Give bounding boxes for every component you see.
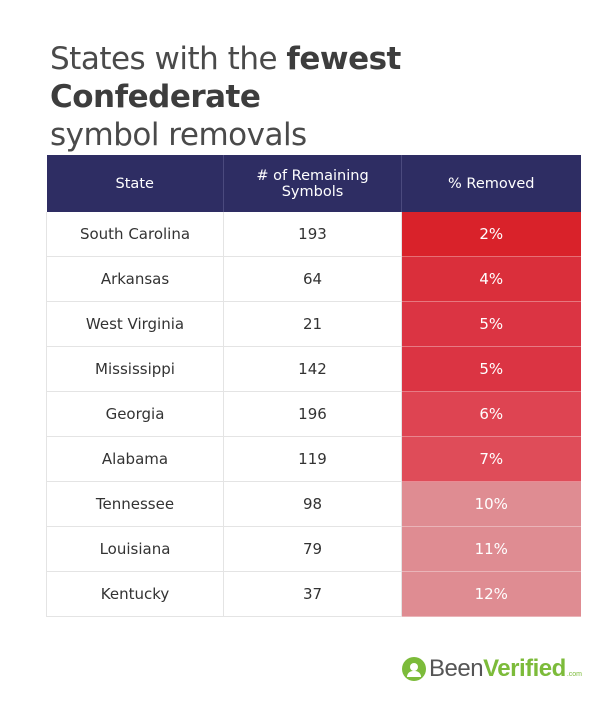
- cell-percent-removed: 2%: [401, 212, 581, 257]
- cell-percent-removed: 10%: [401, 481, 581, 527]
- cell-percent-removed: 6%: [401, 391, 581, 437]
- cell-state: Georgia: [46, 391, 224, 437]
- cell-remaining-symbols: 98: [223, 481, 402, 527]
- cell-remaining-symbols: 21: [223, 301, 402, 347]
- table-row: Georgia 196 6%: [46, 391, 581, 437]
- table-body: South Carolina 193 2% Arkansas 64 4% West Virg…: [46, 212, 581, 617]
- cell-state: Kentucky: [46, 571, 224, 617]
- chart-title: States with the fewest Confederate symbo…: [50, 40, 580, 154]
- table-row: Mississippi 142 5%: [46, 346, 581, 392]
- cell-state: Louisiana: [46, 526, 224, 572]
- table-header-row: State # of Remaining Symbols % Removed: [46, 155, 581, 212]
- data-table: State # of Remaining Symbols % Removed S…: [46, 155, 581, 617]
- header-percent-removed: % Removed: [401, 155, 581, 212]
- table-row: Alabama 119 7%: [46, 436, 581, 482]
- cell-percent-removed: 11%: [401, 526, 581, 572]
- table-row: Tennessee 98 10%: [46, 481, 581, 527]
- cell-percent-removed: 7%: [401, 436, 581, 482]
- cell-state: West Virginia: [46, 301, 224, 347]
- title-part-2-bold: fewest Confederate: [50, 41, 401, 115]
- cell-percent-removed: 12%: [401, 571, 581, 617]
- table-row: Arkansas 64 4%: [46, 256, 581, 302]
- cell-state: South Carolina: [46, 212, 224, 257]
- logo-text-verified: Verified: [483, 655, 566, 682]
- header-remaining-symbols: # of Remaining Symbols: [223, 155, 402, 212]
- cell-remaining-symbols: 37: [223, 571, 402, 617]
- cell-percent-removed: 5%: [401, 346, 581, 392]
- table-row: Kentucky 37 12%: [46, 571, 581, 617]
- cell-remaining-symbols: 64: [223, 256, 402, 302]
- cell-state: Tennessee: [46, 481, 224, 527]
- table-row: South Carolina 193 2%: [46, 212, 581, 257]
- cell-state: Arkansas: [46, 256, 224, 302]
- cell-percent-removed: 4%: [401, 256, 581, 302]
- table-row: Louisiana 79 11%: [46, 526, 581, 572]
- table-row: West Virginia 21 5%: [46, 301, 581, 347]
- cell-state: Mississippi: [46, 346, 224, 392]
- beenverified-logo: Been Verified .com: [402, 655, 582, 683]
- cell-state: Alabama: [46, 436, 224, 482]
- cell-percent-removed: 5%: [401, 301, 581, 347]
- title-part-1: States with the: [50, 41, 287, 77]
- cell-remaining-symbols: 79: [223, 526, 402, 572]
- data-table-container: State # of Remaining Symbols % Removed S…: [46, 155, 581, 617]
- person-in-circle-icon: [402, 657, 427, 681]
- cell-remaining-symbols: 196: [223, 391, 402, 437]
- title-part-3: symbol removals: [50, 117, 307, 153]
- header-state: State: [46, 155, 224, 212]
- logo-text-com: .com: [566, 671, 582, 678]
- cell-remaining-symbols: 119: [223, 436, 402, 482]
- logo-text-been: Been: [429, 655, 484, 682]
- cell-remaining-symbols: 193: [223, 212, 402, 257]
- cell-remaining-symbols: 142: [223, 346, 402, 392]
